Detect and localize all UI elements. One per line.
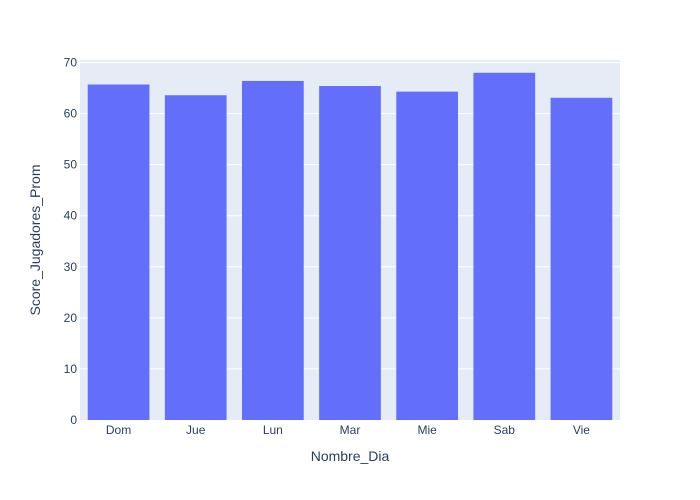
x-tick-labels: Dom Jue Lun Mar Mie Sab Vie bbox=[106, 423, 590, 437]
bar-lun[interactable] bbox=[242, 80, 304, 421]
y-tick-label: 50 bbox=[64, 158, 78, 172]
bar-vie[interactable] bbox=[550, 97, 613, 420]
bar-dom[interactable] bbox=[87, 84, 150, 421]
y-axis-title: Score_Jugadores_Prom bbox=[27, 165, 43, 316]
bar-jue[interactable] bbox=[164, 95, 227, 420]
y-tick-labels: 0 10 20 30 40 50 60 70 bbox=[64, 56, 78, 427]
x-tick-label: Jue bbox=[186, 423, 206, 437]
y-tick-label: 60 bbox=[64, 107, 78, 121]
x-tick-label: Vie bbox=[573, 423, 590, 437]
x-tick-label: Mar bbox=[340, 423, 361, 437]
y-tick-label: 0 bbox=[70, 413, 77, 427]
x-tick-label: Mie bbox=[417, 423, 437, 437]
x-tick-label: Dom bbox=[106, 423, 131, 437]
y-tick-label: 10 bbox=[64, 362, 78, 376]
y-tick-label: 70 bbox=[64, 56, 78, 70]
bar-mie[interactable] bbox=[396, 91, 458, 420]
y-tick-label: 20 bbox=[64, 311, 78, 325]
y-tick-label: 40 bbox=[64, 209, 78, 223]
y-tick-label: 30 bbox=[64, 260, 78, 274]
x-tick-label: Lun bbox=[263, 423, 283, 437]
bars bbox=[87, 72, 613, 421]
bar-mar[interactable] bbox=[319, 86, 381, 421]
bar-sab[interactable] bbox=[473, 72, 536, 420]
x-axis-title: Nombre_Dia bbox=[311, 448, 390, 464]
x-tick-label: Sab bbox=[494, 423, 516, 437]
